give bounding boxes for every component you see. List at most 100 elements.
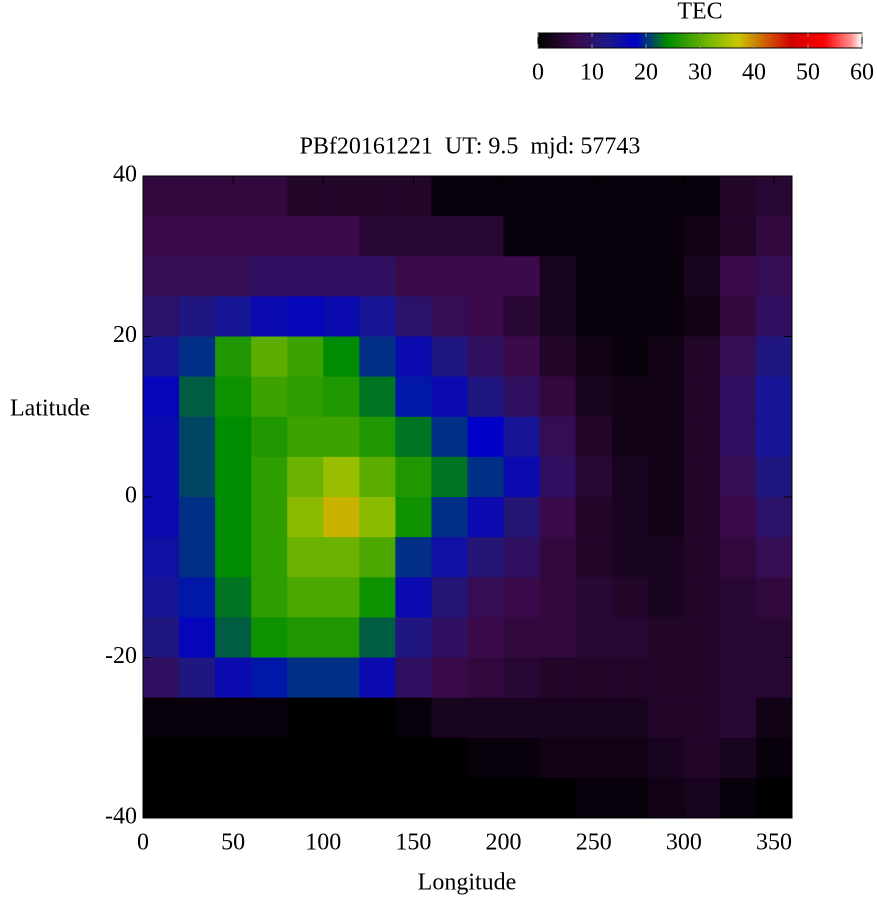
heat-cell (395, 256, 432, 297)
heat-cell (755, 336, 793, 378)
heat-cell (503, 577, 541, 618)
heat-cell (395, 456, 432, 498)
heat-cell (755, 296, 793, 337)
heat-cell (251, 456, 288, 498)
heat-cell (431, 216, 468, 257)
heat-cell (539, 617, 577, 658)
x-tick-label: 200 (486, 830, 522, 856)
heat-cell (647, 577, 685, 618)
heat-cell (431, 537, 468, 578)
heat-cell (323, 617, 360, 658)
heat-cell (503, 256, 541, 297)
heat-cell (431, 376, 468, 418)
heat-cell (575, 416, 613, 458)
heat-cell (647, 497, 685, 538)
heat-cell (395, 336, 432, 378)
heat-cell (359, 777, 396, 819)
heat-cell (719, 497, 757, 538)
heat-cell (143, 456, 180, 498)
heat-cell (287, 617, 324, 658)
heat-cell (323, 176, 360, 217)
heat-cell (287, 336, 324, 378)
heat-cell (215, 737, 252, 779)
heat-cell (179, 657, 216, 699)
heat-cell (683, 617, 721, 658)
heat-cell (683, 737, 721, 779)
heat-cell (359, 416, 396, 458)
heat-cell (755, 577, 793, 618)
heat-cell (539, 697, 577, 739)
heat-cell (647, 376, 685, 418)
heat-cell (539, 296, 577, 337)
heat-cell (647, 176, 685, 217)
heat-cell (611, 697, 649, 739)
heat-cell (215, 376, 252, 418)
colorbar-tick-label: 60 (850, 60, 874, 86)
heat-cell (323, 657, 360, 699)
heat-cell (179, 416, 216, 458)
heat-cell (359, 737, 396, 779)
heat-cell (359, 617, 396, 658)
heat-cell (539, 657, 577, 699)
heat-cell (683, 657, 721, 699)
x-tick-label: 0 (137, 830, 149, 856)
heat-cell (575, 256, 613, 297)
heat-cell (611, 376, 649, 418)
heat-cell (287, 256, 324, 297)
x-tick-label: 150 (395, 830, 431, 856)
heat-cell (395, 737, 432, 779)
heat-cell (719, 456, 757, 498)
heat-cell (755, 416, 793, 458)
heat-cell (539, 176, 577, 217)
heat-cell (539, 376, 577, 418)
heat-cell (143, 537, 180, 578)
heat-cell (323, 416, 360, 458)
heat-cell (287, 416, 324, 458)
heat-cell (647, 296, 685, 337)
heat-cell (395, 216, 432, 257)
heat-cell (647, 456, 685, 498)
heat-cell (575, 537, 613, 578)
heat-cell (323, 296, 360, 337)
colorbar-tick-label: 20 (634, 60, 658, 86)
heat-cell (215, 577, 252, 618)
heat-cell (683, 256, 721, 297)
heat-cell (395, 497, 432, 538)
heat-cell (575, 216, 613, 257)
heat-cell (575, 497, 613, 538)
heat-cell (251, 416, 288, 458)
heat-cell (611, 296, 649, 337)
heat-cell (251, 577, 288, 618)
x-tick-label: 300 (666, 830, 702, 856)
heat-cell (467, 176, 505, 217)
heat-cell (251, 737, 288, 779)
heat-cell (683, 537, 721, 578)
heat-cell (431, 256, 468, 297)
colorbar-tick-label: 0 (532, 60, 544, 86)
heat-cell (647, 777, 685, 819)
heat-cell (503, 697, 541, 739)
heat-cell (683, 376, 721, 418)
heat-cell (719, 176, 757, 217)
heat-cell (179, 577, 216, 618)
heat-cell (503, 617, 541, 658)
colorbar-tick-label: 50 (796, 60, 820, 86)
heat-cell (179, 216, 216, 257)
heat-cell (215, 497, 252, 538)
y-tick-label: 40 (113, 162, 137, 188)
heat-cell (359, 456, 396, 498)
heat-cell (611, 537, 649, 578)
heat-cell (395, 657, 432, 699)
heat-cell (683, 697, 721, 739)
heat-cell (215, 256, 252, 297)
heat-cell (611, 737, 649, 779)
heat-cell (323, 497, 360, 538)
heat-cell (611, 777, 649, 819)
heat-cell (683, 176, 721, 217)
heat-cell (647, 617, 685, 658)
heat-cell (323, 697, 360, 739)
heat-cell (539, 216, 577, 257)
heat-cell (719, 617, 757, 658)
heat-cell (215, 537, 252, 578)
heat-cell (251, 617, 288, 658)
